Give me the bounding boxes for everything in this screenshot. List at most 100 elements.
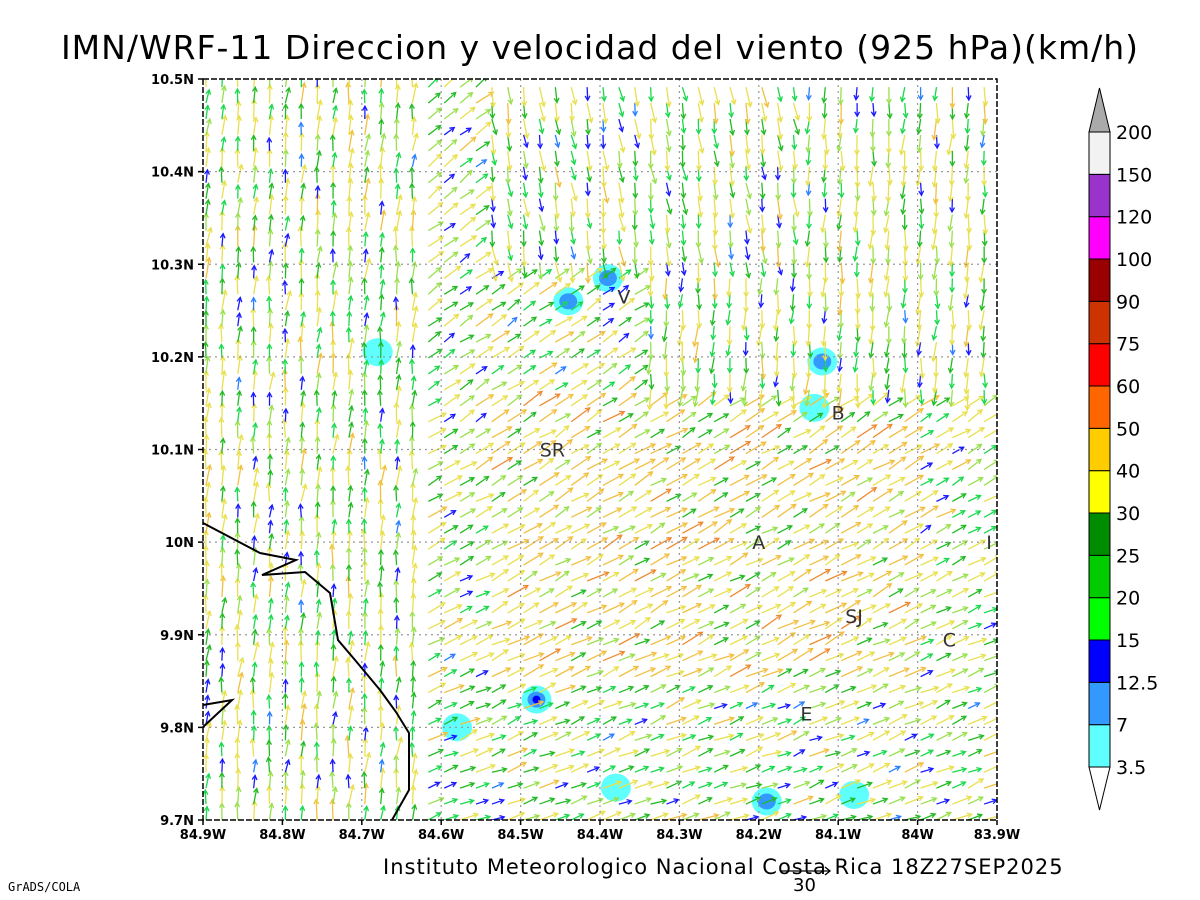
wind-arrow [586, 118, 590, 135]
wind-arrow-head [805, 146, 812, 154]
wind-arrow-head [949, 114, 956, 121]
wind-arrow-head [556, 276, 563, 283]
wind-arrow [507, 748, 527, 757]
wind-arrow [885, 341, 890, 357]
wind-arrow-head [631, 600, 638, 606]
wind-arrow [507, 636, 530, 646]
wind-arrow [967, 342, 970, 355]
wind-arrow-head [763, 101, 770, 109]
wind-arrow-head [594, 717, 601, 724]
wind-arrow-head [600, 392, 607, 399]
wind-arrow-head [708, 667, 715, 673]
wind-arrow-head [627, 413, 634, 419]
wind-arrow [920, 749, 934, 757]
wind-arrow [220, 450, 223, 470]
wind-arrow-head [562, 782, 569, 788]
wind-arrow-head [410, 514, 417, 521]
wind-arrow-head [868, 763, 875, 769]
wind-arrow-head [489, 241, 496, 248]
wind-arrow-head [918, 553, 925, 560]
wind-arrow [395, 580, 398, 597]
wind-arrow-head [840, 490, 847, 496]
wind-arrow [539, 379, 555, 391]
wind-arrow-head [316, 611, 323, 618]
wind-arrow [427, 475, 442, 486]
wind-arrow-head [566, 585, 574, 591]
wind-arrow [459, 334, 474, 343]
wind-arrow [555, 602, 577, 614]
wind-arrow [268, 229, 272, 247]
wind-arrow [491, 230, 494, 247]
wind-arrow-head [626, 718, 633, 724]
wind-arrow-head [454, 460, 461, 466]
wind-arrow-head [853, 504, 860, 511]
wind-arrow [808, 214, 811, 229]
wind-arrow [348, 726, 352, 741]
calm-patch-center [532, 695, 541, 704]
wind-arrow [539, 538, 559, 550]
wind-arrow-head [470, 508, 477, 514]
wind-arrow-head [761, 174, 767, 181]
wind-arrow [761, 811, 779, 820]
wind-arrow-head [693, 812, 700, 819]
wind-arrow-head [913, 587, 920, 594]
wind-arrow-head [409, 182, 415, 189]
wind-arrow-head [298, 102, 305, 109]
wind-arrow [792, 246, 796, 264]
wind-arrow [395, 615, 398, 629]
wind-arrow [634, 569, 656, 582]
wind-arrow-head [485, 333, 492, 340]
wind-arrow [729, 749, 745, 757]
wind-arrow-head [595, 429, 602, 436]
wind-arrow [952, 524, 967, 534]
wind-arrow-head [802, 587, 809, 593]
wind-arrow-head [349, 783, 356, 791]
wind-arrow-head [943, 494, 950, 501]
wind-arrow-head [949, 161, 956, 168]
wind-arrow-head [555, 128, 562, 136]
wind-arrow-head [866, 781, 874, 788]
wind-arrow [332, 530, 335, 550]
wind-arrow-head [507, 98, 514, 106]
wind-arrow [920, 781, 938, 789]
wind-arrow-head [902, 275, 909, 282]
wind-arrow [522, 214, 527, 229]
wind-arrow-head [313, 741, 320, 748]
wind-arrow [856, 424, 877, 439]
wind-arrow-head [871, 372, 877, 379]
wind-arrow [237, 657, 244, 677]
wind-arrow-head [884, 244, 891, 251]
wind-arrow-head [805, 458, 813, 464]
wind-arrow [237, 339, 239, 359]
wind-arrow [586, 409, 602, 423]
wind-arrow [428, 493, 443, 502]
wind-arrow [681, 182, 685, 198]
wind-arrow [523, 687, 537, 694]
wind-arrow-head [965, 459, 972, 465]
wind-arrow-head [268, 71, 273, 75]
wind-arrow [459, 701, 474, 710]
wind-arrow-head [283, 614, 290, 621]
wind-arrow [475, 413, 487, 423]
wind-arrow [666, 474, 688, 487]
wind-arrow [459, 652, 478, 662]
wind-arrow [538, 182, 542, 197]
wind-arrow-head [449, 653, 456, 659]
wind-arrow [221, 115, 226, 136]
wind-arrow-head [962, 668, 969, 674]
wind-arrow [711, 341, 715, 357]
wind-arrow [840, 666, 863, 678]
wind-arrow-head [487, 346, 494, 352]
wind-arrow-head [820, 701, 827, 708]
wind-arrow-head [252, 593, 259, 600]
wind-arrow-head [902, 245, 909, 252]
wind-arrow [888, 456, 906, 471]
wind-arrow [348, 485, 352, 502]
wind-arrow [411, 593, 415, 613]
wind-arrow-head [823, 748, 830, 754]
wind-arrow [539, 472, 560, 486]
wind-arrow-head [680, 716, 687, 723]
wind-arrow [952, 768, 967, 773]
wind-arrow-head [962, 573, 969, 579]
wind-arrow-head [219, 232, 226, 239]
